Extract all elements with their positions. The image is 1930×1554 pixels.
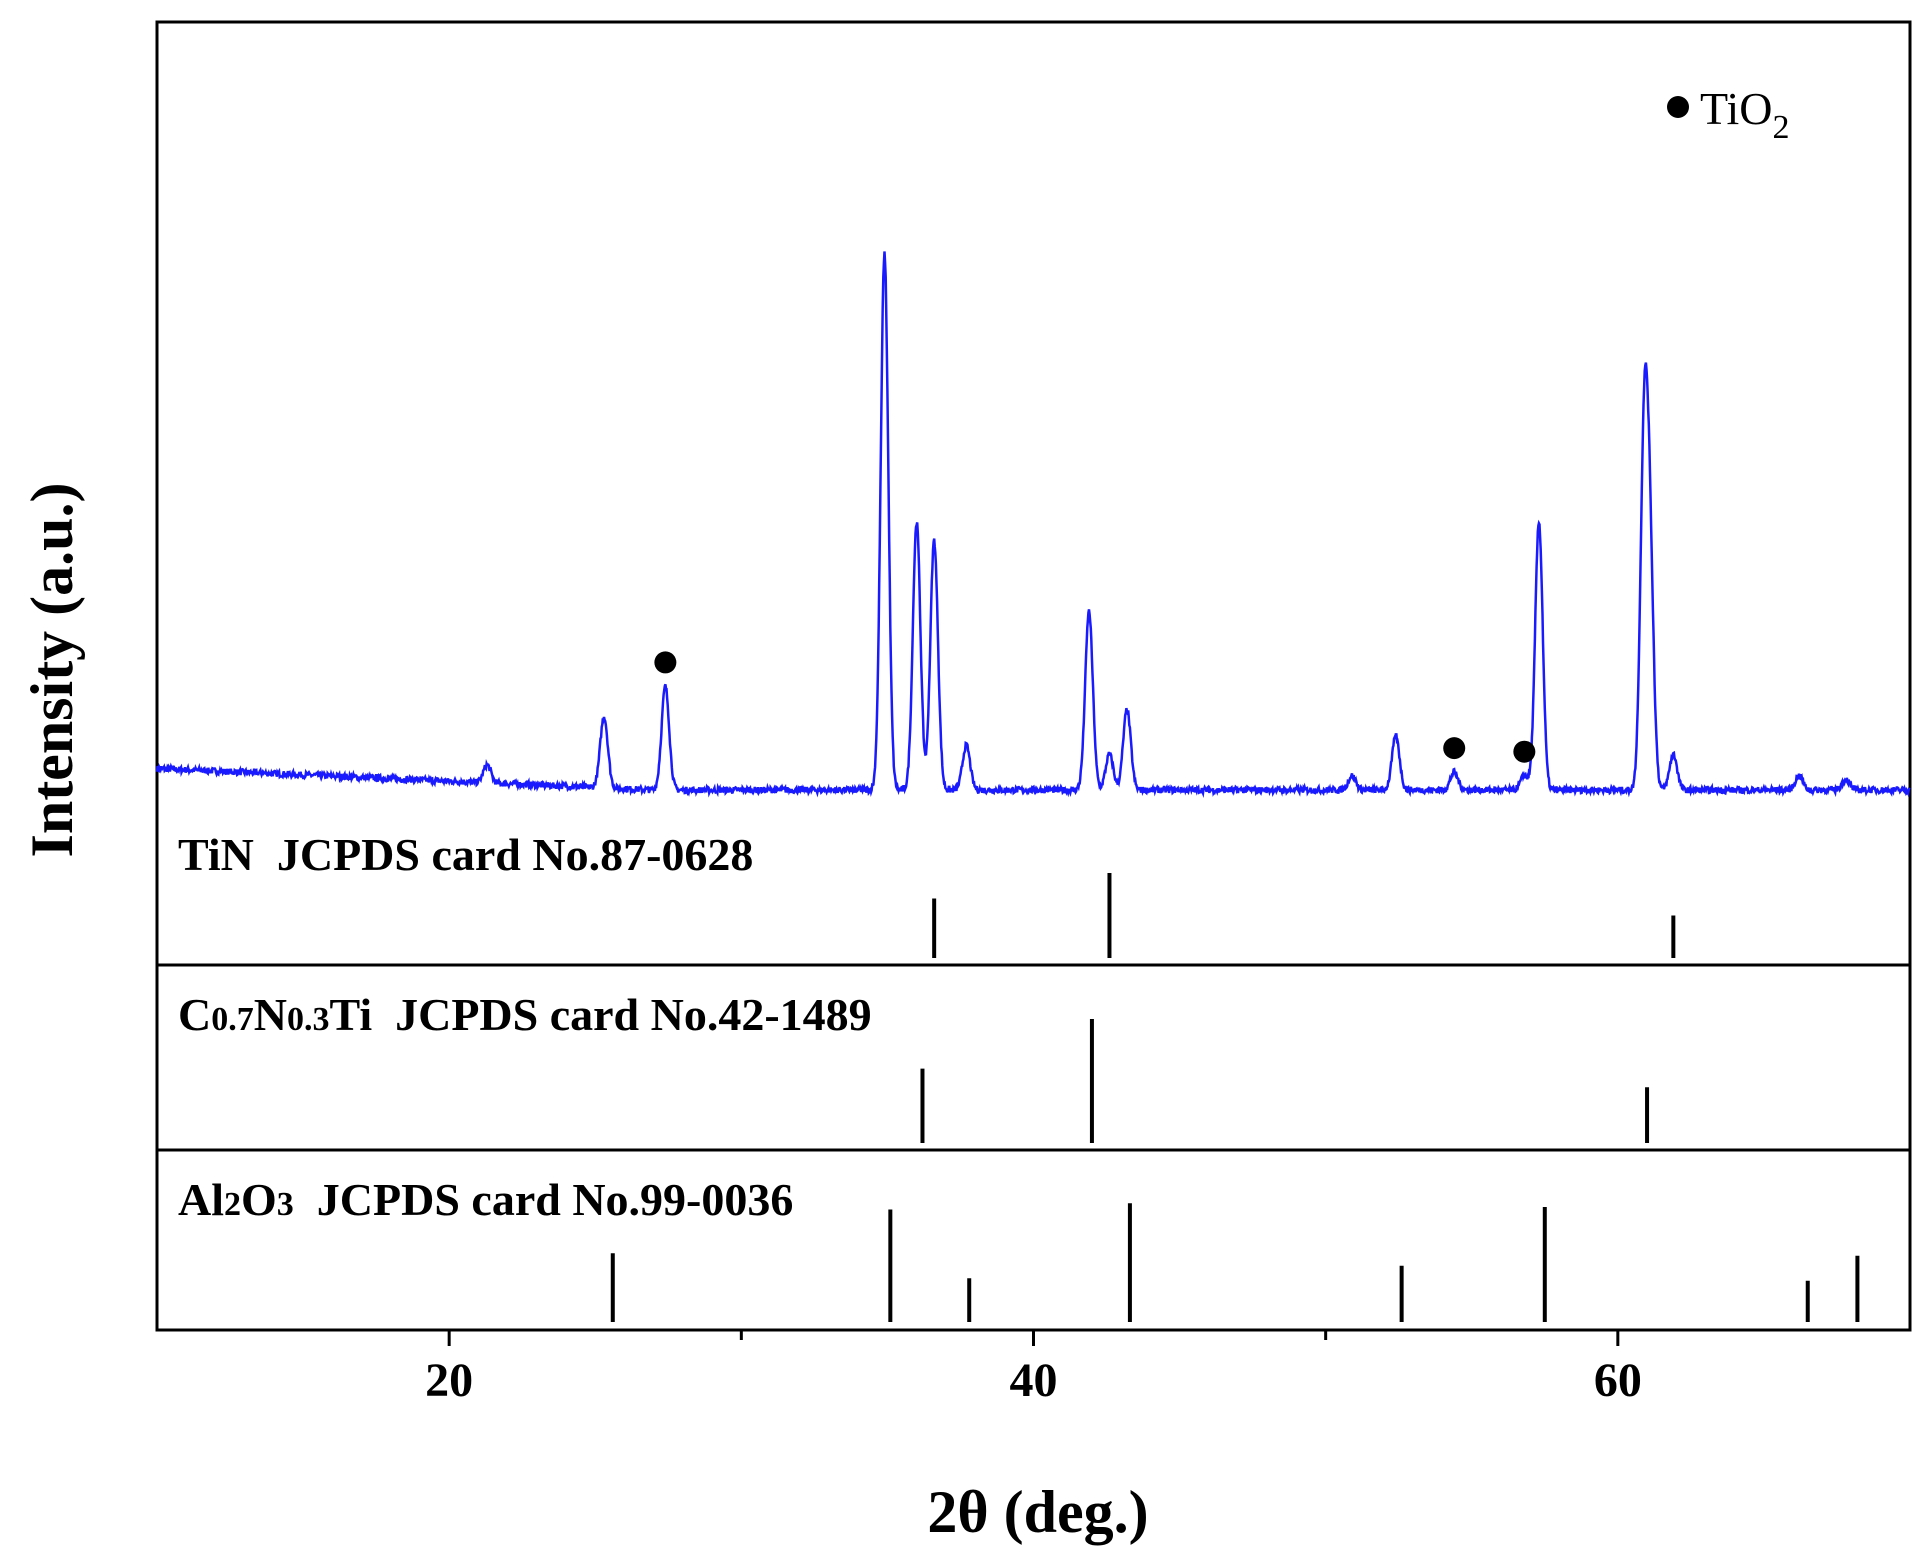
tio2-marker bbox=[654, 651, 677, 674]
x-axis-title: 2θ (deg.) bbox=[927, 1479, 1148, 1545]
x-tick-label: 40 bbox=[1010, 1354, 1058, 1407]
reference-panel: C0.7N0.3Ti JCPDS card No.42-1489 bbox=[178, 989, 1650, 1143]
y-axis-title: Intensity (a.u.) bbox=[19, 482, 85, 857]
reference-panel: TiN JCPDS card No.87-0628 bbox=[178, 829, 1676, 958]
reference-label-part: O bbox=[241, 1174, 277, 1225]
reference-label-part: Al bbox=[178, 1174, 224, 1225]
reference-label: Al2O3 JCPDS card No.99-0036 bbox=[178, 1174, 793, 1225]
legend: TiO2 bbox=[1667, 83, 1789, 146]
reference-label-part: TiN JCPDS card No.87-0628 bbox=[178, 829, 753, 880]
reference-label-part: N bbox=[254, 989, 287, 1040]
legend-label: TiO2 bbox=[1700, 83, 1789, 146]
x-tick-label: 60 bbox=[1594, 1354, 1642, 1407]
reference-panel: Al2O3 JCPDS card No.99-0036 bbox=[178, 1174, 1860, 1322]
reference-label-part: 3 bbox=[277, 1186, 294, 1223]
xrd-series-line bbox=[155, 251, 1911, 799]
reference-label: C0.7N0.3Ti JCPDS card No.42-1489 bbox=[178, 989, 872, 1040]
reference-panels: TiN JCPDS card No.87-0628 C0.7N0.3Ti JCPD… bbox=[178, 829, 1860, 1322]
reference-label-part: JCPDS card No.99-0036 bbox=[294, 1174, 794, 1225]
xrd-pattern-group bbox=[155, 251, 1911, 799]
x-axis: 20 40 60 bbox=[425, 1330, 1642, 1407]
reference-label-part: 0.3 bbox=[287, 1001, 330, 1038]
x-tick-label: 20 bbox=[425, 1354, 473, 1407]
reference-label-part: 2 bbox=[224, 1186, 241, 1223]
tio2-marker bbox=[1443, 737, 1466, 760]
reference-label-part: Ti JCPDS card No.42-1489 bbox=[329, 989, 871, 1040]
reference-label-part: C bbox=[178, 989, 211, 1040]
reference-label-part: 0.7 bbox=[211, 1001, 254, 1038]
tio2-marker bbox=[1513, 740, 1536, 763]
legend-marker bbox=[1667, 96, 1689, 118]
legend-subscript: 2 bbox=[1772, 109, 1789, 146]
reference-label: TiN JCPDS card No.87-0628 bbox=[178, 829, 753, 880]
